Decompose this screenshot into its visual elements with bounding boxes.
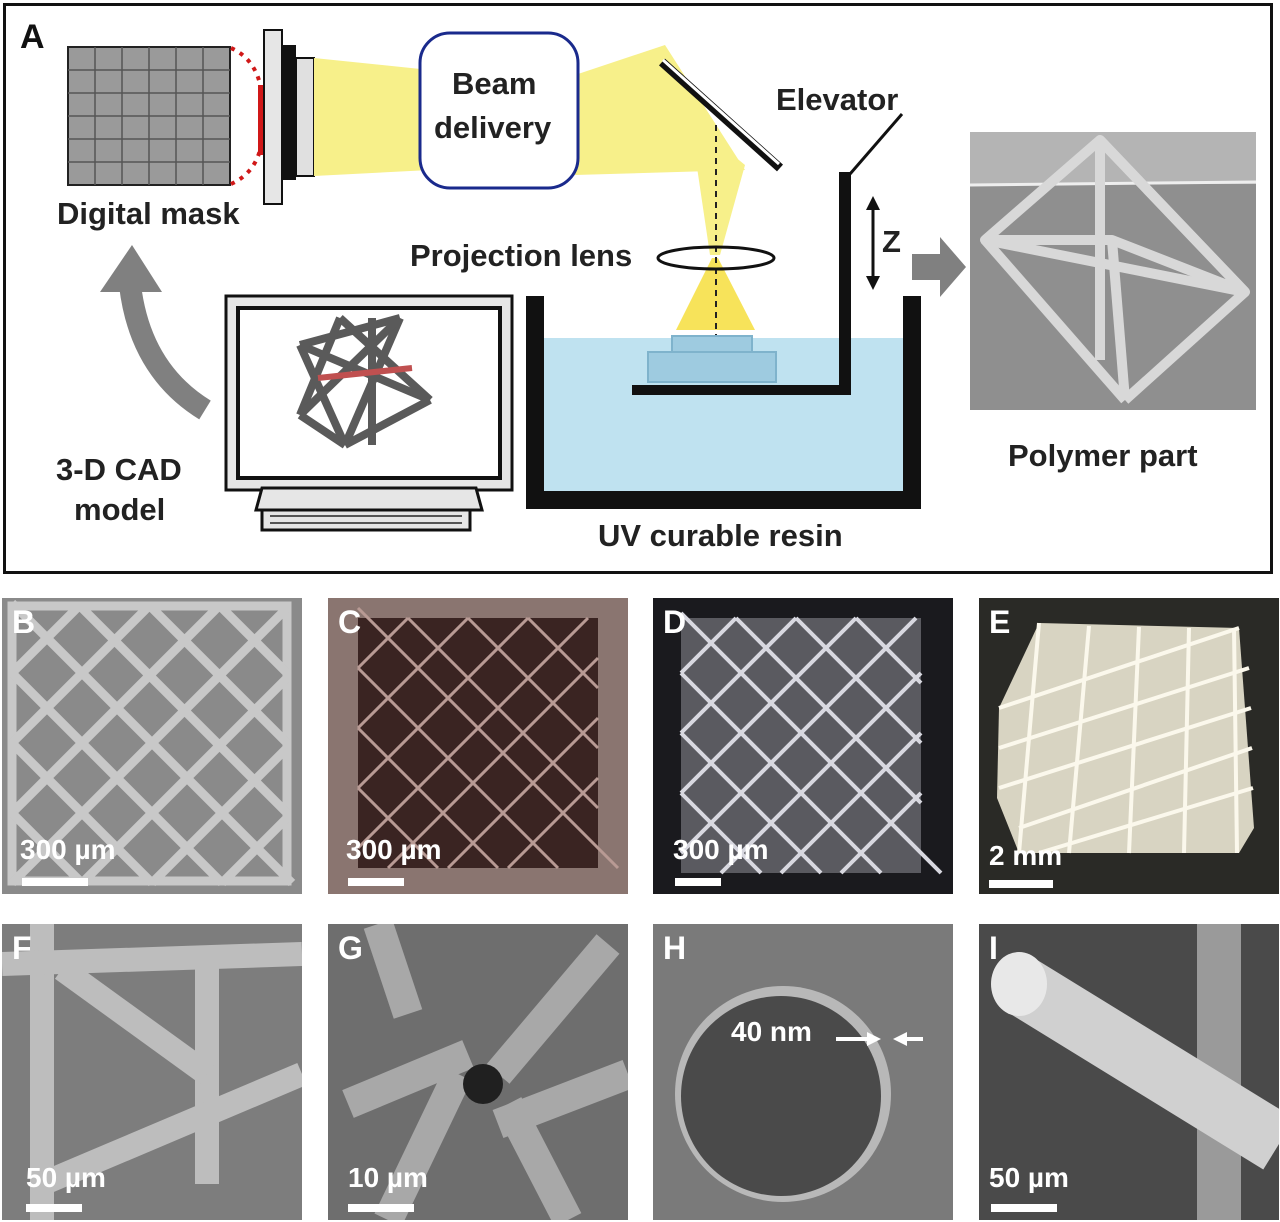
cad-model-label-1: 3-D CAD <box>56 452 182 487</box>
panel-e-letter: E <box>989 604 1011 640</box>
panel-b-sem-image: B 300 µm <box>2 598 302 894</box>
panel-f-sem-image: F 50 µm <box>2 924 302 1220</box>
panel-d-letter: D <box>663 604 687 640</box>
panel-g-sem-image: G 10 µm <box>328 924 628 1220</box>
panel-g-scale-text: 10 µm <box>348 1162 428 1193</box>
panel-i-sem-image: I 50 µm <box>979 924 1279 1220</box>
panel-e-scale-bar <box>989 880 1053 888</box>
panel-a-letter: A <box>20 18 45 56</box>
panel-c-letter: C <box>338 604 362 640</box>
z-axis-label: Z <box>882 224 901 259</box>
panel-i-scale-bar <box>991 1204 1057 1212</box>
panel-f-scale-bar <box>26 1204 82 1212</box>
panel-e-photo: E 2 mm <box>979 598 1279 894</box>
panel-b-letter: B <box>12 604 36 640</box>
panel-h-letter: H <box>663 930 687 966</box>
panel-i-letter: I <box>989 930 998 966</box>
digital-mask-grid <box>67 46 231 186</box>
beam-delivery-label-1: Beam <box>452 66 537 101</box>
panel-d-scale-text: 300 µm <box>673 834 769 865</box>
panel-c-scale-text: 300 µm <box>346 834 442 865</box>
panel-d-scale-bar <box>675 878 721 886</box>
panel-f-letter: F <box>12 930 32 966</box>
panel-h-sem-image: H 40 nm <box>653 924 953 1220</box>
resin-label: UV curable resin <box>598 518 843 553</box>
panel-d-optical-image: D 300 µm <box>653 598 953 894</box>
digital-mask-label: Digital mask <box>57 196 240 231</box>
projection-lens-label: Projection lens <box>410 238 633 273</box>
panel-c-scale-bar <box>348 878 404 886</box>
panel-g-letter: G <box>338 930 363 966</box>
panel-c-optical-image: C 300 µm <box>328 598 628 894</box>
polymer-part-label: Polymer part <box>1008 438 1198 473</box>
cad-model-label-2: model <box>74 492 166 527</box>
panel-e-scale-text: 2 mm <box>989 840 1063 871</box>
panel-b-scale-bar <box>22 878 88 886</box>
panel-h-annotation: 40 nm <box>731 1016 812 1047</box>
schematic-drawing <box>67 29 1257 532</box>
beam-delivery-label-2: delivery <box>434 110 552 145</box>
elevator-label: Elevator <box>776 82 899 117</box>
panel-i-scale-text: 50 µm <box>989 1162 1069 1193</box>
panel-b-scale-text: 300 µm <box>20 834 116 865</box>
panel-g-scale-bar <box>348 1204 414 1212</box>
panel-f-scale-text: 50 µm <box>26 1162 106 1193</box>
